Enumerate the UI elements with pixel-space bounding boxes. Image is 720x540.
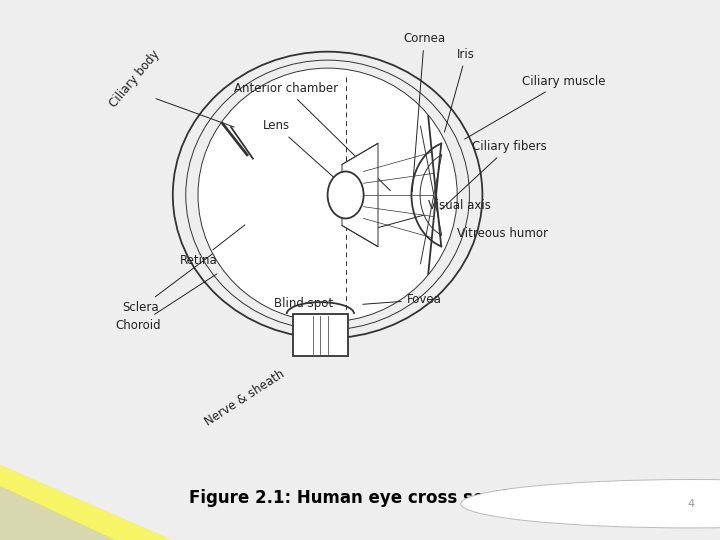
Text: Retina: Retina <box>180 225 245 267</box>
Circle shape <box>461 480 720 528</box>
Text: Vitreous humor: Vitreous humor <box>457 227 548 240</box>
Ellipse shape <box>328 172 364 219</box>
Text: Fovea: Fovea <box>363 293 441 306</box>
Bar <box>293 314 348 356</box>
Polygon shape <box>0 485 115 540</box>
Text: Sclera: Sclera <box>122 254 212 314</box>
Text: Ciliary muscle: Ciliary muscle <box>464 75 606 139</box>
Text: Anterior chamber: Anterior chamber <box>234 82 390 191</box>
Text: Lens: Lens <box>263 119 343 186</box>
Text: Blind spot: Blind spot <box>274 296 333 309</box>
Text: Ciliary fibers: Ciliary fibers <box>441 140 546 210</box>
Text: Visual axis: Visual axis <box>363 199 491 232</box>
Text: Iris: Iris <box>444 48 475 132</box>
Text: Figure 2.1: Human eye cross section: Figure 2.1: Human eye cross section <box>189 489 531 508</box>
Text: Cornea: Cornea <box>403 32 446 192</box>
Polygon shape <box>342 143 378 247</box>
Polygon shape <box>0 464 173 540</box>
Text: Ciliary body: Ciliary body <box>107 48 162 110</box>
Text: 4: 4 <box>688 499 695 509</box>
Text: Nerve & sheath: Nerve & sheath <box>202 368 287 429</box>
Text: Choroid: Choroid <box>115 274 217 332</box>
Ellipse shape <box>198 68 457 322</box>
